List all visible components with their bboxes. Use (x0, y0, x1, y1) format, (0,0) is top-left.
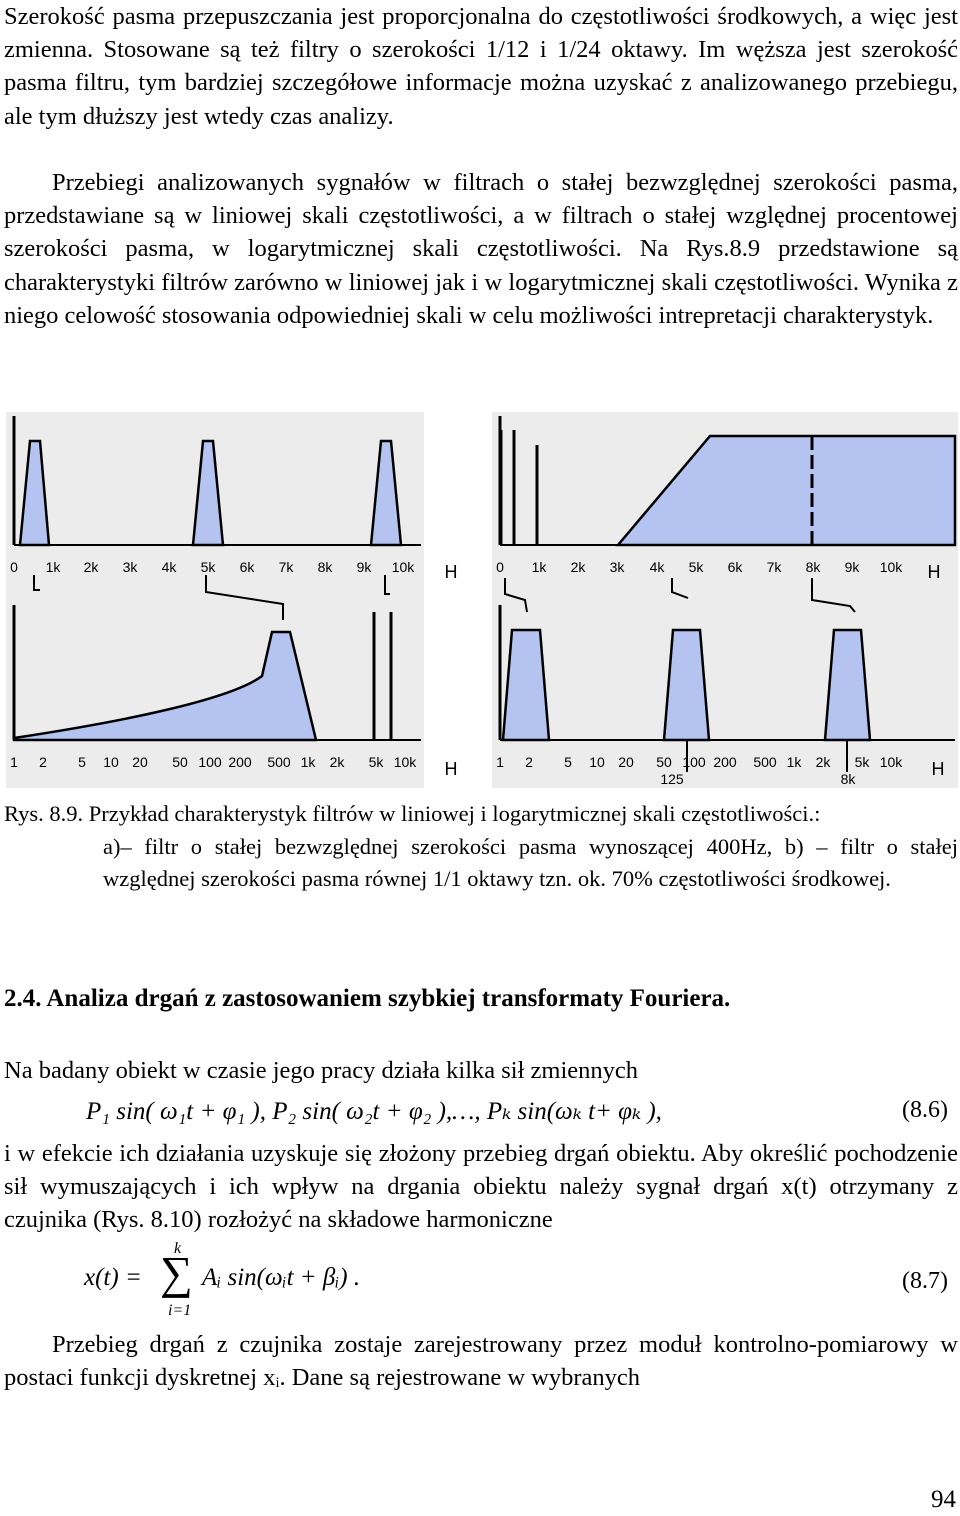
tick-label: 4k (650, 559, 666, 575)
tick-label: 9k (845, 559, 861, 575)
tick-label: 10k (392, 559, 416, 575)
tick-label: 5k (855, 754, 871, 770)
formula-8-6: P₁ sin( ω₁t + φ₁ ), P₂ sin( ω₂t + φ₂ ),…… (86, 1098, 662, 1125)
tick-label: 9k (357, 559, 373, 575)
unit-label-b-bottom: H (932, 759, 945, 779)
tick-label-125: 125 (660, 771, 684, 787)
paragraph-forces-intro: Na badany obiekt w czasie jego pracy dzi… (4, 1057, 639, 1084)
mapping-bracket-a-1 (33, 575, 40, 591)
formula-8-7: x(t) = k ∑ i=1 Aᵢ sin(ωᵢt + βᵢ) . (84, 1240, 584, 1320)
tick-label: 2k (816, 754, 832, 770)
tick-label: 500 (753, 754, 777, 770)
tick-labels-b-top: 0 1k 2k 3k 4k 5k 6k 7k 8k 9k 10k (496, 559, 903, 575)
filter-shape-a-log (12, 630, 318, 742)
filter-peak-a-1 (18, 439, 51, 547)
tick-label: 1k (301, 754, 317, 770)
tick-label: 500 (267, 754, 291, 770)
caption-body: a)– filtr o stałej bezwzględnej szerokoś… (103, 833, 958, 892)
tick-labels-b-bottom: 1 2 5 10 20 50 100 200 500 1k 2k 5k 10k (496, 754, 903, 770)
tick-label: 5k (201, 559, 217, 575)
sum-lower-limit: i=1 (168, 1302, 192, 1319)
filter-peak-a-3 (369, 439, 403, 547)
tick-label: 3k (610, 559, 626, 575)
tick-label: 5k (689, 559, 705, 575)
unit-label-b-top: H (928, 562, 941, 582)
tick-label: 20 (618, 754, 634, 770)
tick-label: 2k (571, 559, 587, 575)
paragraph-registration: Przebieg drgań z czujnika zostaje zareje… (4, 1331, 958, 1392)
tick-label: 10k (880, 559, 904, 575)
tick-label: 8k (806, 559, 822, 575)
mapping-bracket-b-3 (811, 578, 856, 613)
caption-head: Rys. 8.9. Przykład charakterystyk filtró… (4, 801, 821, 826)
tick-label: 2k (330, 754, 346, 770)
tick-label: 10 (589, 754, 605, 770)
filter-characteristics-figure: 0 1k 2k 3k 4k 5k 6k 7k 8k 9k 10k H 1 2 5… (6, 412, 958, 788)
tick-label: 7k (767, 559, 783, 575)
paragraph-bandwidth: Szerokość pasma przepuszczania jest prop… (4, 3, 958, 130)
sum-upper-limit: k (174, 1240, 182, 1257)
unit-label-a-bottom: H (445, 759, 458, 779)
mapping-bracket-b-2 (671, 578, 689, 599)
equation-number-8-6: (8.6) (902, 1097, 948, 1123)
tick-label: 1k (787, 754, 803, 770)
figure-caption: Rys. 8.9. Przykład charakterystyk filtró… (4, 798, 958, 896)
filter-peak-a-2 (191, 439, 225, 547)
tick-label: 1 (496, 754, 504, 770)
filter-band-b-wide (615, 434, 957, 547)
unit-label-a-top: H (445, 562, 458, 582)
tick-label: 5k (369, 754, 385, 770)
tick-label: 7k (279, 559, 295, 575)
tick-label: 100 (682, 754, 706, 770)
section-title: 2.4. Analiza drgań z zastosowaniem szybk… (4, 985, 731, 1012)
tick-label: 100 (198, 754, 222, 770)
tick-label: 2 (525, 754, 533, 770)
tick-label: 0 (496, 559, 504, 575)
page-number: 94 (931, 1486, 956, 1513)
tick-labels-a-bottom: 1 2 5 10 20 50 100 200 500 1k 2k 5k 10k (10, 754, 417, 770)
equation-number-8-7: (8.7) (902, 1268, 948, 1294)
filter-band-b-log-1 (501, 628, 551, 742)
tick-label: 1k (46, 559, 62, 575)
tick-label: 1 (10, 754, 18, 770)
filter-band-b-log-2 (662, 628, 711, 742)
tick-label: 50 (172, 754, 188, 770)
mapping-bracket-a-3 (384, 575, 390, 595)
formula-8-7-rhs: Aᵢ sin(ωᵢt + βᵢ) . (202, 1264, 361, 1291)
mapping-bracket-a-2 (205, 575, 284, 620)
tick-label: 4k (162, 559, 178, 575)
tick-labels-a-top: 0 1k 2k 3k 4k 5k 6k 7k 8k 9k 10k (10, 559, 415, 575)
tick-label: 5 (564, 754, 572, 770)
tick-label: 5 (78, 754, 86, 770)
tick-label: 2 (39, 754, 47, 770)
tick-label: 10k (880, 754, 904, 770)
mapping-bracket-b-1 (504, 578, 528, 613)
formula-8-7-lhs: x(t) = (84, 1264, 142, 1291)
tick-label: 0 (10, 559, 18, 575)
sum-symbol: ∑ (160, 1247, 193, 1298)
tick-label-8k: 8k (841, 771, 857, 787)
tick-label: 1k (532, 559, 548, 575)
tick-label: 50 (656, 754, 672, 770)
tick-label: 200 (228, 754, 252, 770)
tick-label: 10 (103, 754, 119, 770)
tick-label: 6k (240, 559, 256, 575)
tick-label: 6k (728, 559, 744, 575)
tick-label: 2k (84, 559, 100, 575)
tick-label: 200 (713, 754, 737, 770)
tick-label: 3k (123, 559, 139, 575)
paragraph-scales: Przebiegi analizowanych sygnałów w filtr… (4, 169, 958, 329)
tick-label: 10k (394, 754, 418, 770)
paragraph-harmonics: i w efekcie ich działania uzyskuje się z… (4, 1140, 958, 1234)
tick-label: 8k (318, 559, 334, 575)
filter-band-b-log-3 (823, 628, 872, 742)
tick-label: 20 (132, 754, 148, 770)
